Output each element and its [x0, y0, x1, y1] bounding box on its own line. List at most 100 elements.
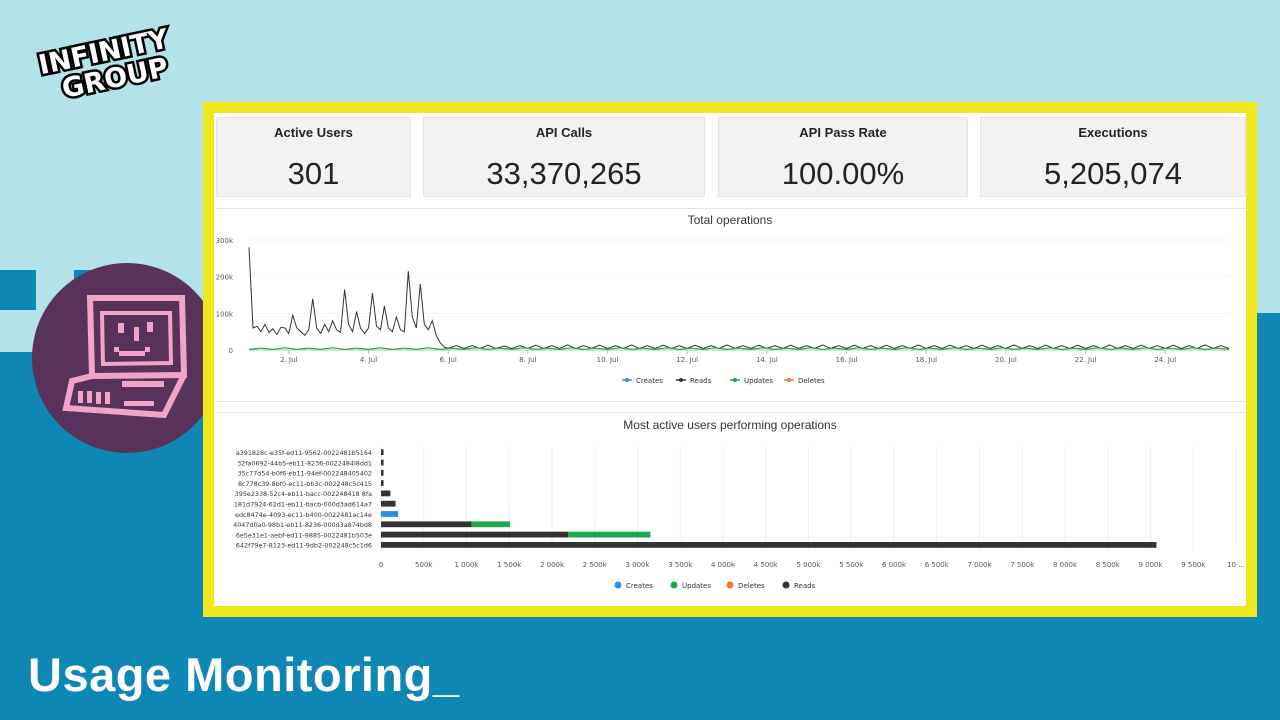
legend-label: Reads — [794, 582, 816, 590]
legend-label: Deletes — [738, 582, 765, 590]
x-tick-label: 9 500k — [1181, 561, 1206, 569]
bar-chart-title: Most active users performing operations — [623, 418, 837, 432]
dashboard: Active Users 301 API Calls 33,370,265 AP… — [214, 113, 1246, 606]
legend-marker — [733, 378, 737, 382]
legend-marker — [679, 378, 683, 382]
legend-label: Updates — [744, 377, 773, 385]
category-label: 8c778c39-8bf0-ec11-bb3c-002248c5c415 — [238, 480, 372, 488]
kpi-label: Active Users — [274, 125, 353, 140]
x-tick-label: 6 500k — [925, 561, 950, 569]
bar-reads — [381, 459, 384, 466]
background-block — [0, 270, 36, 310]
x-tick-label: 1 000k — [454, 561, 479, 569]
x-tick-label: 8 000k — [1053, 561, 1078, 569]
x-tick-label: 10 ... — [1227, 561, 1245, 569]
category-label: edc8474e-4093-ec11-b400-0022481ac14e — [235, 511, 372, 519]
legend-label: Updates — [682, 582, 711, 590]
bar-reads — [381, 500, 396, 507]
x-tick-label: 7 500k — [1010, 561, 1035, 569]
x-tick-label: 16. Jul — [836, 356, 858, 364]
kpi-value: 301 — [287, 156, 340, 191]
bar-updates — [471, 521, 511, 528]
line-chart: 0 100k 200k 300k 2. Jul 4. Jul 6. Jul 8. Jul 10.… — [216, 237, 1230, 385]
y-tick-label: 300k — [216, 237, 234, 245]
retro-computer-icon — [62, 295, 188, 419]
bar-reads — [381, 521, 472, 528]
x-tick-label: 24. Jul — [1154, 356, 1176, 364]
category-label: 35c77d54-b0f6-eb11-94ef-002248405402 — [237, 470, 372, 478]
bar-creates — [381, 511, 399, 517]
legend-label: Creates — [626, 582, 653, 590]
bar-reads — [381, 531, 569, 538]
x-tick-label: 8 500k — [1096, 561, 1121, 569]
kpi-api-calls: API Calls 33,370,265 — [423, 117, 705, 197]
legend-label: Deletes — [798, 377, 825, 385]
x-tick-label: 6. Jul — [440, 356, 457, 364]
divider — [216, 412, 1246, 413]
x-tick-label: 2 500k — [583, 561, 608, 569]
x-tick-label: 0 — [379, 561, 383, 569]
kpi-label: API Pass Rate — [799, 125, 887, 140]
page-caption: Usage Monitoring_ — [28, 648, 460, 701]
x-tick-label: 4 500k — [754, 561, 779, 569]
divider — [216, 208, 1246, 209]
category-label: 32fa0692-44b5-eb11-8236-0022484l8dd1 — [237, 459, 372, 467]
legend-marker — [625, 378, 629, 382]
x-tick-label: 6 000k — [882, 561, 907, 569]
dashboard-frame: Active Users 301 API Calls 33,370,265 AP… — [203, 102, 1257, 617]
category-label: 642f79e7-8123-ed11-9db2-002248c5c1d6 — [236, 542, 372, 550]
kpi-value: 5,205,074 — [1044, 156, 1182, 191]
legend-label: Creates — [636, 377, 663, 385]
avatar — [32, 263, 222, 453]
bar-reads — [381, 480, 384, 486]
kpi-label: API Calls — [535, 125, 593, 140]
x-tick-label: 10. Jul — [597, 356, 619, 364]
category-label: a391828c-e35f-ed11-9562-0022481b5164 — [236, 449, 372, 457]
x-tick-label: 3 000k — [625, 561, 650, 569]
kpi-value: 33,370,265 — [486, 156, 642, 191]
legend-marker — [726, 581, 734, 589]
legend-marker — [614, 581, 622, 589]
x-tick-label: 2. Jul — [280, 356, 297, 364]
legend-marker — [670, 581, 678, 589]
category-label: 6e5e31e1-aebf-ed11-9885-0022481b503e — [236, 531, 372, 539]
x-tick-label: 3 500k — [668, 561, 693, 569]
kpi-label: Executions — [1078, 125, 1148, 140]
x-tick-label: 18. Jul — [915, 356, 937, 364]
kpi-api-pass-rate: API Pass Rate 100.00% — [718, 117, 968, 197]
x-tick-label: 5 000k — [796, 561, 821, 569]
x-tick-label: 1 500k — [497, 561, 522, 569]
y-tick-label: 200k — [216, 274, 234, 282]
legend-label: Reads — [690, 377, 712, 385]
bar-reads — [381, 449, 384, 456]
legend-marker — [787, 378, 791, 382]
x-tick-label: 2 000k — [540, 561, 565, 569]
category-label: 4047d0a0-98b1-eb11-8236-000d3a874bd8 — [233, 521, 372, 529]
x-tick-label: 8. Jul — [519, 356, 536, 364]
x-tick-label: 20. Jul — [995, 356, 1017, 364]
x-tick-label: 12. Jul — [676, 356, 698, 364]
bar-chart: 0 500k 1 000k 1 500k 2 000k 2 500k 3 000k 3 500… — [233, 447, 1245, 590]
x-tick-label: 4. Jul — [360, 356, 377, 364]
divider — [216, 401, 1246, 402]
bar-reads — [381, 469, 384, 476]
x-tick-label: 14. Jul — [756, 356, 778, 364]
kpi-executions: Executions 5,205,074 — [980, 117, 1246, 197]
x-tick-label: 7 000k — [967, 561, 992, 569]
series-line-updates — [248, 347, 1230, 350]
x-tick-label: 4 000k — [711, 561, 736, 569]
bar-updates — [568, 531, 651, 538]
x-tick-label: 9 000k — [1138, 561, 1163, 569]
kpi-value: 100.00% — [781, 156, 905, 191]
x-tick-label: 22. Jul — [1075, 356, 1097, 364]
kpi-active-users: Active Users 301 — [216, 117, 411, 197]
x-tick-label: 5 500k — [839, 561, 864, 569]
line-chart-title: Total operations — [687, 213, 773, 227]
bar-reads — [381, 542, 1157, 548]
y-tick-label: 0 — [229, 347, 233, 355]
category-label: 181d7924-62d1-eb11-bacb-000d3ad614a7 — [234, 501, 372, 509]
legend-marker — [782, 581, 790, 589]
x-tick-label: 500k — [415, 561, 433, 569]
category-label: 395e2338-52c4-eb11-bacc-002248418 8fa — [235, 490, 372, 498]
bar-reads — [381, 490, 391, 497]
